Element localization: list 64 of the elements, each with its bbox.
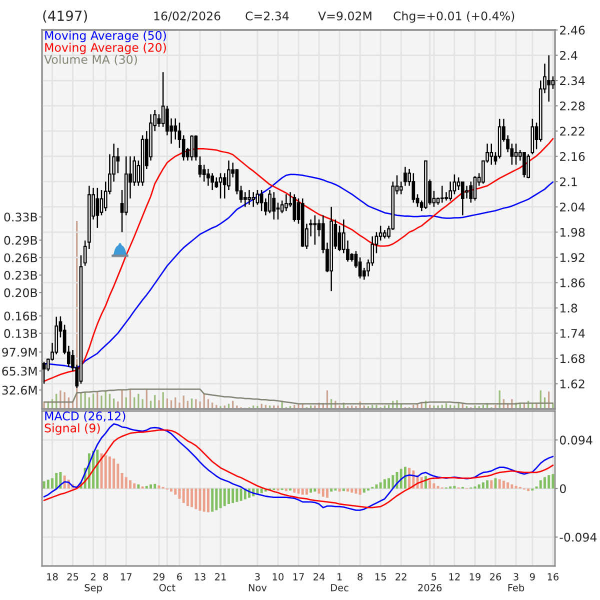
x-tick-label: 2026 — [418, 584, 442, 592]
x-tick-label: 3 Nov — [248, 573, 267, 592]
y2-tick-label: 0.13B — [4, 329, 37, 338]
y-tick-label: 1.8 — [560, 304, 578, 313]
y-tick-label: 2.1 — [560, 177, 577, 186]
y-tick-label: 1.74 — [560, 329, 585, 338]
x-tick-label: 26 — [490, 573, 502, 580]
series-label: MACD (26,12) — [45, 411, 126, 422]
y-tick-label: 2.22 — [560, 126, 584, 136]
text: Moving Average (50) — [45, 30, 166, 42]
y2-tick-label: 32.6M — [2, 386, 37, 395]
y-tick-label: 2.34 — [560, 76, 585, 86]
x-tick-label: 19 — [470, 573, 480, 580]
y-tick-label: 1.98 — [560, 228, 585, 237]
series-label: Signal (9) — [44, 423, 100, 435]
text: V=9.02M — [318, 11, 372, 20]
x-tick-label: 15 — [375, 573, 386, 580]
x-tick-label: 5 — [432, 573, 436, 580]
x-tick-label: Oct — [159, 584, 176, 592]
x-tick-label: 29 — [153, 573, 164, 580]
y-tick-label: 2.04 — [560, 202, 585, 212]
y2-tick-label: 0.29B — [4, 236, 37, 245]
x-tick-label: 25 — [67, 573, 78, 580]
y-tick-label: 0.094 — [560, 436, 592, 445]
y-tick-label: 2.16 — [560, 152, 585, 161]
y2-tick-label: 0.33B — [4, 212, 37, 222]
y-tick-label: 1.68 — [560, 354, 585, 364]
y2-tick-label: 0.20B — [4, 288, 37, 298]
x-tick-label: 21 — [215, 573, 226, 580]
x-tick-label: 17 — [293, 573, 304, 580]
x-tick-label: 17 — [121, 573, 132, 580]
y-tick-label: 2.4 — [560, 50, 578, 60]
y2-tick-label: 97.9M — [2, 348, 37, 357]
y-tick-label: 1.86 — [560, 278, 585, 288]
y-tick-label: 0 — [560, 484, 566, 494]
y2-tick-label: 0.16B — [4, 312, 37, 321]
text: Volume MA (30) — [44, 54, 137, 66]
x-tick-label: 8 — [358, 573, 362, 580]
x-tick-label: 8 — [103, 573, 108, 580]
x-tick-label: 12 — [449, 573, 460, 580]
x-tick-label: 1 Dec — [331, 573, 348, 592]
y2-tick-label: 65.3M — [2, 366, 37, 376]
text: Chg=+0.01 (+0.4%) — [394, 11, 514, 23]
y-tick-label: 2.46 — [560, 26, 585, 35]
text: Moving Average (20) — [45, 42, 166, 54]
y2-tick-label: 0.23B — [4, 270, 37, 280]
text: C=2.34 — [246, 11, 289, 20]
x-tick-label: 13 — [194, 573, 206, 580]
y-tick-label: 1.92 — [560, 253, 584, 262]
y-tick-label: 1.62 — [560, 379, 584, 388]
x-tick-label: 3 Feb — [508, 573, 524, 592]
y-tick-label: 2.28 — [560, 102, 585, 110]
x-tick-label: 10 — [272, 573, 284, 580]
x-tick-label: 2 Sep — [84, 573, 102, 594]
x-tick-label: 6 — [177, 573, 182, 580]
x-tick-label: 9 — [530, 573, 535, 580]
y2-tick-label: 0.26B — [4, 253, 37, 262]
x-tick-label: 18 — [47, 573, 58, 580]
x-tick-label: 16 — [548, 573, 559, 580]
text: 16/02/2026 — [154, 11, 220, 22]
x-tick-label: 22 — [396, 573, 406, 580]
y-tick-label: -0.094 — [560, 532, 597, 542]
x-tick-label: 24 — [314, 573, 325, 580]
chart-title: (4197) — [43, 10, 87, 23]
